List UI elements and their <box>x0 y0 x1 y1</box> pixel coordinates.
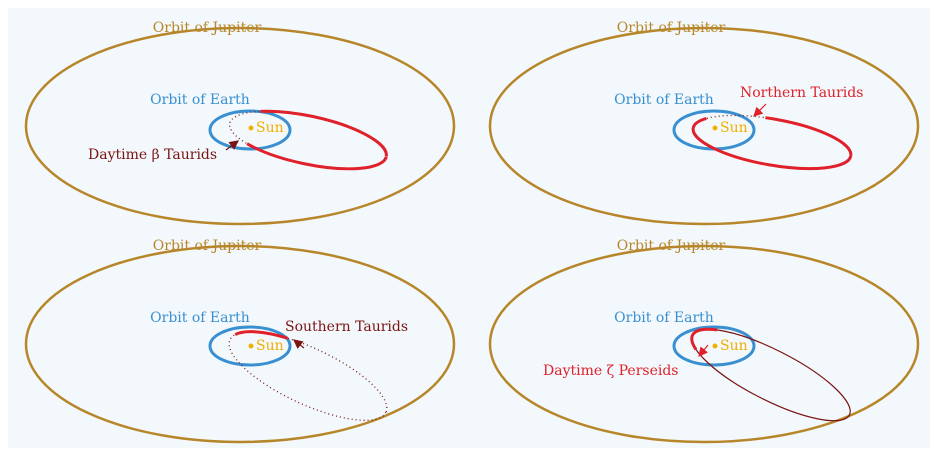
sun <box>712 125 718 131</box>
earth-orbit <box>672 325 756 367</box>
panel: Orbit of Jupiter Orbit of Earth Sun Dayt… <box>488 238 920 444</box>
sun-label: Sun <box>256 120 284 136</box>
earth-label: Orbit of Earth <box>614 92 714 108</box>
arrow <box>698 344 709 357</box>
earth-label: Orbit of Earth <box>150 92 250 108</box>
jupiter-orbit <box>24 244 456 444</box>
stream-orbit <box>691 113 853 171</box>
jupiter-orbit <box>488 244 920 444</box>
jupiter-label: Orbit of Jupiter <box>153 20 262 36</box>
stream-label: Daytime ζ Perseids <box>543 363 679 379</box>
jupiter-label: Orbit of Jupiter <box>617 238 726 254</box>
arrow <box>225 140 239 151</box>
jupiter-orbit <box>488 26 920 226</box>
panel: Orbit of Jupiter Orbit of Earth Sun Sout… <box>24 238 456 444</box>
sun-label: Sun <box>256 338 284 354</box>
panel: Orbit of Jupiter Orbit of Earth Sun Nort… <box>488 20 920 226</box>
jupiter-label: Orbit of Jupiter <box>153 238 262 254</box>
stream-label: Northern Taurids <box>740 85 863 101</box>
earth-orbit <box>208 109 292 151</box>
stream-orbit <box>690 327 852 423</box>
jupiter-orbit <box>24 26 456 226</box>
sun <box>712 343 718 349</box>
sun <box>248 125 254 131</box>
arrow <box>293 339 305 349</box>
jupiter-label: Orbit of Jupiter <box>617 20 726 36</box>
earth-label: Orbit of Earth <box>614 310 714 326</box>
stream-orbit-dotted <box>228 331 388 421</box>
stream-label: Daytime β Taurids <box>88 147 217 163</box>
stream-label: Southern Taurids <box>285 319 408 335</box>
stream-orbit <box>228 109 388 171</box>
earth-label: Orbit of Earth <box>150 310 250 326</box>
background <box>8 8 930 448</box>
arrow <box>753 103 767 117</box>
earth-orbit <box>208 325 292 367</box>
sun-label: Sun <box>720 120 748 136</box>
panel: Orbit of Jupiter Orbit of Earth Sun Dayt… <box>24 20 456 226</box>
sun <box>248 343 254 349</box>
sun-label: Sun <box>720 338 748 354</box>
